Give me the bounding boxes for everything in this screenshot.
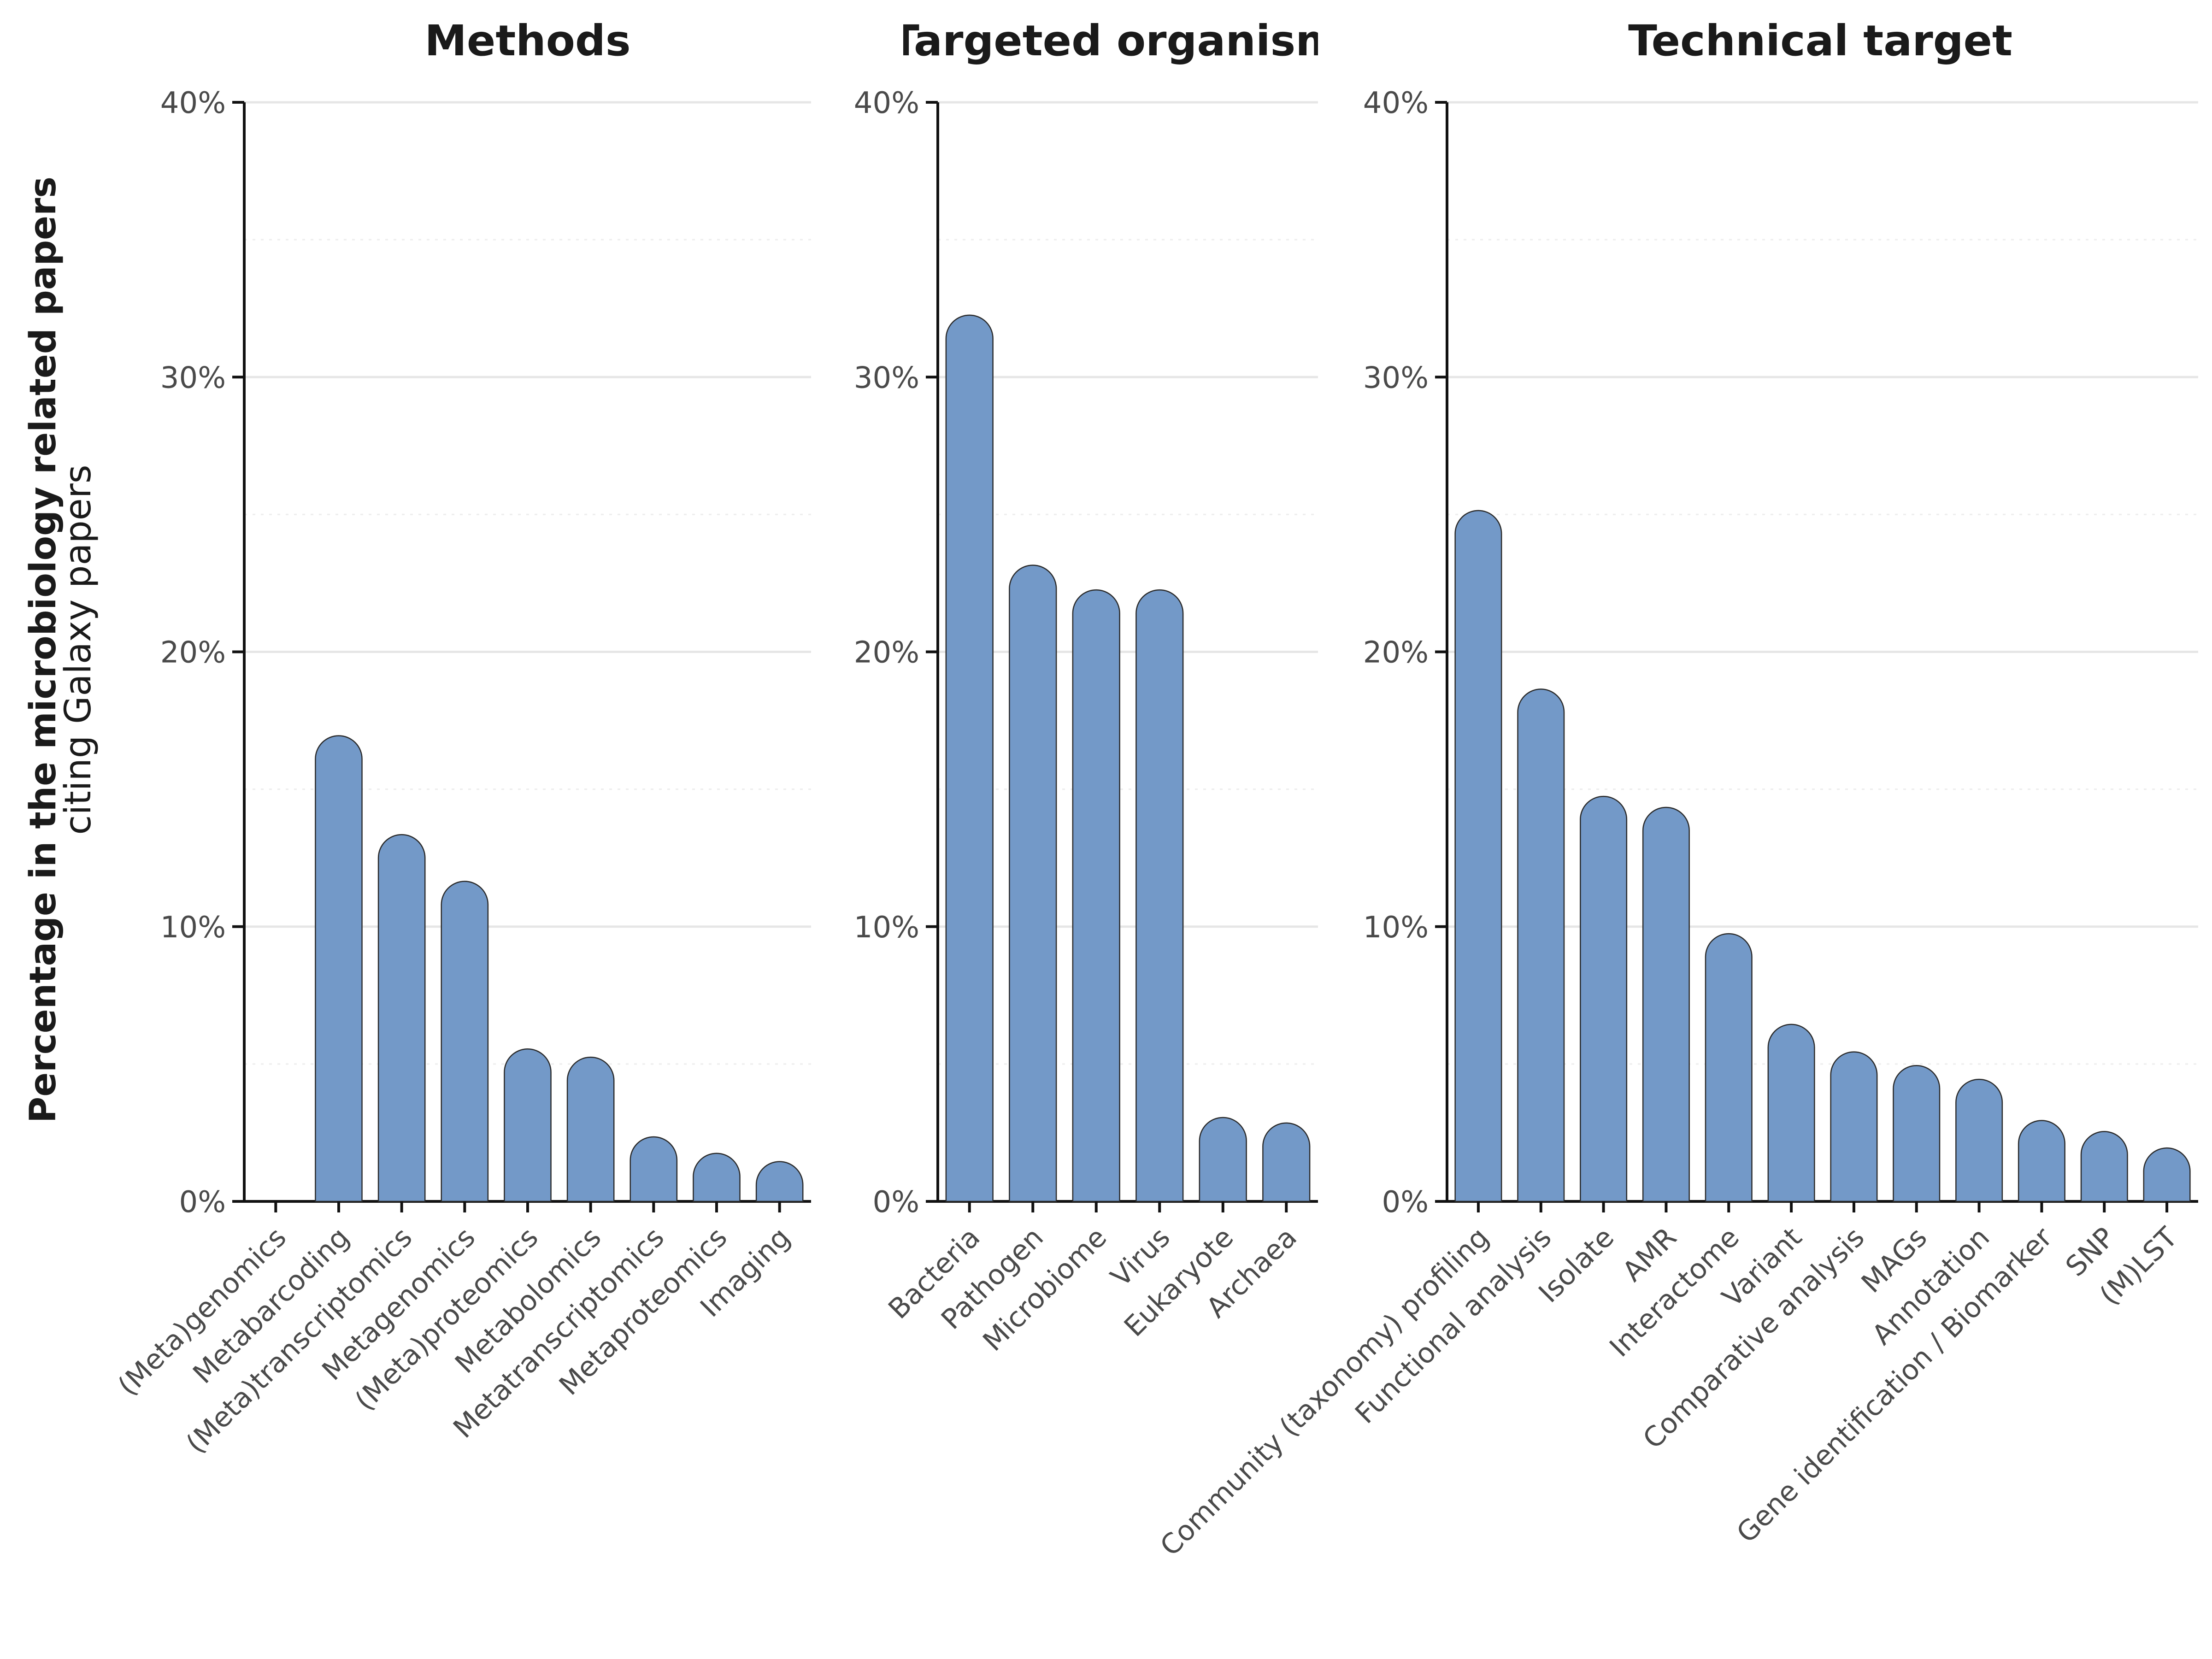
panel-title: Targeted organisms (890, 16, 1365, 65)
y-tick-label: 10% (160, 911, 226, 945)
bar (441, 881, 489, 1202)
y-tick-label: 40% (160, 86, 226, 120)
bar (1642, 806, 1690, 1202)
bar (1009, 565, 1057, 1202)
bar (1454, 510, 1502, 1202)
y-axis-label-line2: citing Galaxy papers (58, 465, 99, 835)
bar (566, 1057, 615, 1202)
panel-0: 0%10%20%30%40%(Meta)genomicsMetabarcodin… (112, 16, 811, 1460)
bar (1955, 1079, 2003, 1202)
bar (2080, 1131, 2128, 1202)
y-tick-label: 10% (1363, 911, 1429, 945)
bar (504, 1048, 552, 1202)
y-tick-label: 30% (160, 361, 226, 395)
y-tick-label: 20% (1363, 636, 1429, 670)
bar (1580, 795, 1628, 1202)
panel-1: 0%10%20%30%40%BacteriaPathogenMicrobiome… (854, 16, 1365, 1358)
bar (755, 1161, 804, 1202)
bar (693, 1153, 741, 1202)
bar (1517, 688, 1565, 1202)
bar (1893, 1065, 1941, 1202)
y-tick-label: 30% (1363, 361, 1429, 395)
panel-2: 0%10%20%30%40%Community (taxonomy) profi… (1154, 16, 2198, 1562)
y-axis-label: Percentage in the microbiology related p… (23, 176, 99, 1123)
bar (1199, 1117, 1247, 1202)
bar (2018, 1120, 2065, 1202)
bar (945, 314, 994, 1202)
y-tick-label: 10% (854, 911, 919, 945)
y-tick-label: 20% (854, 636, 919, 670)
bar (2143, 1147, 2191, 1202)
y-tick-label: 20% (160, 636, 226, 670)
bar (1767, 1024, 1815, 1202)
y-tick-label: 40% (1363, 86, 1429, 120)
y-axis-label-line1: Percentage in the microbiology related p… (23, 176, 64, 1123)
bar (1830, 1051, 1878, 1202)
y-tick-label: 30% (854, 361, 919, 395)
y-tick-label: 0% (872, 1185, 919, 1219)
bar (629, 1136, 678, 1202)
bar (1072, 589, 1120, 1202)
y-tick-label: 0% (1382, 1185, 1429, 1219)
y-tick-label: 40% (854, 86, 919, 120)
bar (1135, 589, 1184, 1202)
panel-title: Methods (424, 16, 630, 65)
panel-title: Technical target (1628, 16, 2012, 65)
y-tick-label: 0% (179, 1185, 226, 1219)
bar (1262, 1122, 1311, 1202)
bar (1705, 933, 1753, 1202)
bar (377, 834, 426, 1202)
bar (315, 735, 363, 1202)
